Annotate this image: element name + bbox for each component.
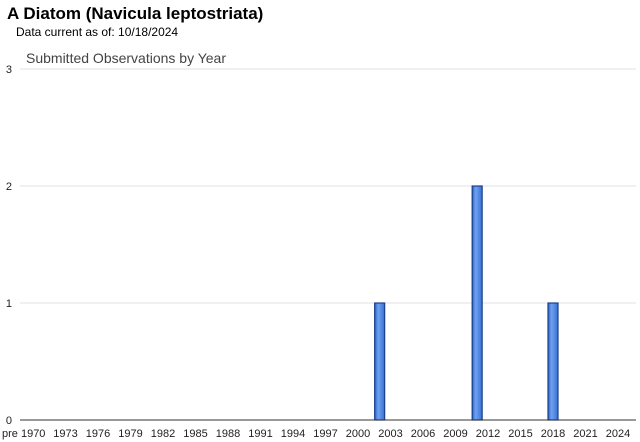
bar [374,302,386,421]
y-tick-label: 3 [6,64,12,76]
x-axis: pre 1970 1973 1976 1979 1982 1985 1988 1991 1994… [2,419,636,440]
bar [471,185,483,421]
x-tick-label: 2024 [606,428,630,440]
x-tick-label: 2000 [346,428,370,440]
x-tick-label: pre 1970 [2,428,45,440]
x-tick-label: 1982 [151,428,175,440]
x-tick-label: 1985 [183,428,207,440]
x-tick-label: 1976 [86,428,110,440]
data-date-caption: Data current as of: 10/18/2024 [16,25,179,39]
y-tick-label: 2 [6,181,12,193]
x-tick-label: 2009 [443,428,467,440]
bar [547,302,559,421]
chart-title: Submitted Observations by Year [26,50,226,66]
x-tick-label: 1997 [313,428,337,440]
x-tick-label: 2021 [573,428,597,440]
page-title: A Diatom (Navicula leptostriata) [7,4,264,23]
x-tick-label: 1973 [53,428,77,440]
x-tick-label: 1994 [281,428,305,440]
x-tick-label: 2006 [411,428,435,440]
x-tick-label: 2018 [541,428,565,440]
x-tick-label: 1991 [248,428,272,440]
gridlines [20,68,636,304]
x-tick-label: 2003 [378,428,402,440]
x-tick-label: 2015 [508,428,532,440]
y-tick-label: 0 [6,415,12,427]
x-tick-label: 1988 [216,428,240,440]
x-tick-label: 1979 [118,428,142,440]
y-axis: 0 1 2 3 [6,64,12,427]
y-tick-label: 1 [6,298,12,310]
x-tick-label: 2012 [476,428,500,440]
